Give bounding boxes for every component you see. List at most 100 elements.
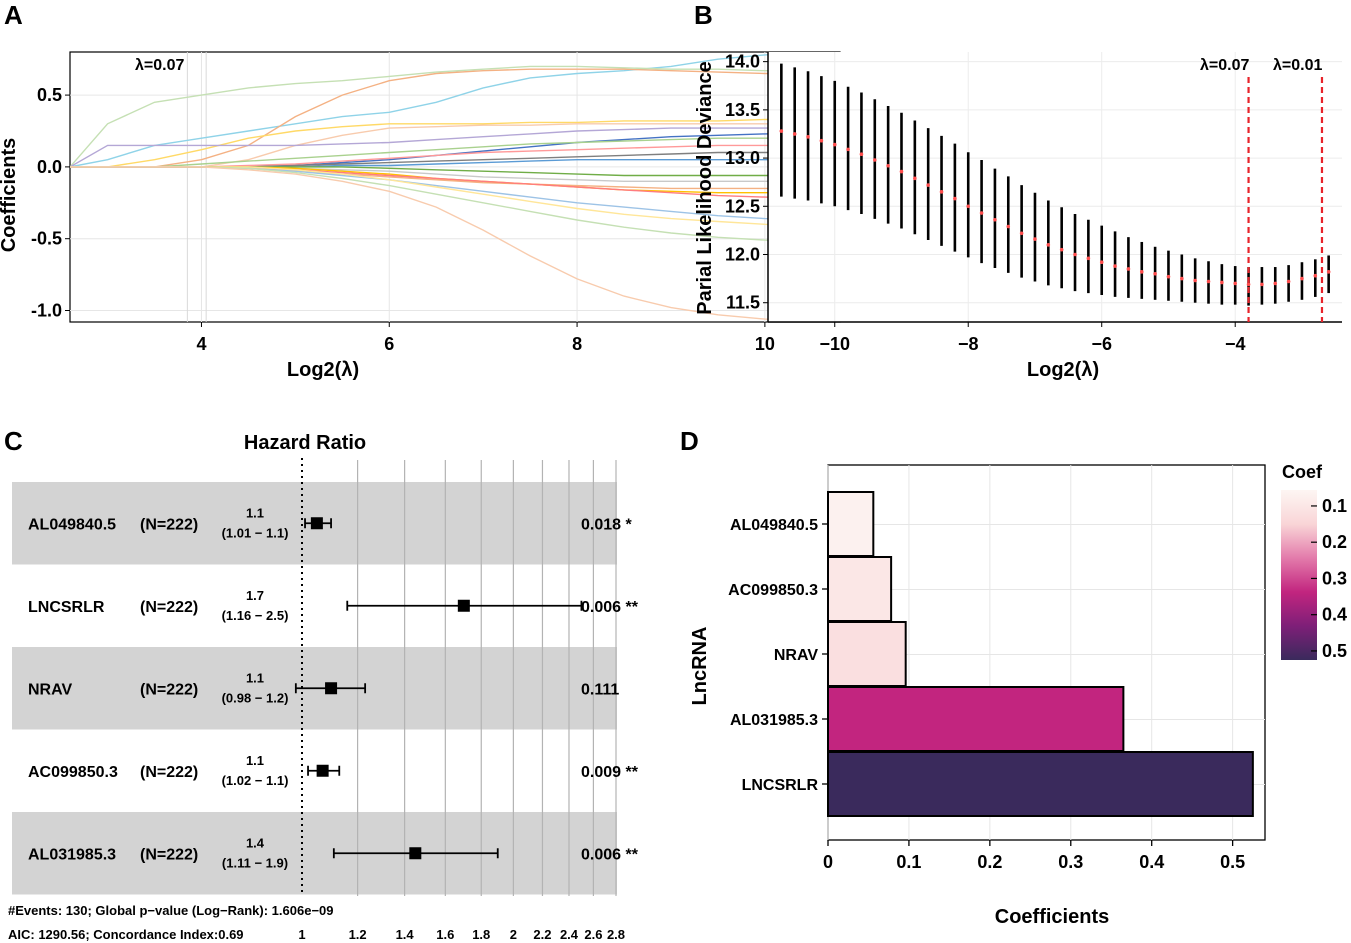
panel-b-mean-point-35	[1246, 282, 1251, 287]
panel-b-frame	[768, 52, 1342, 322]
forest-row-pvalue-3: 0.009 **	[581, 764, 639, 781]
panel-b-mean-point-4	[832, 142, 837, 147]
panel-b-y-tick-label-1: 12.0	[725, 245, 760, 265]
panel-b-mean-point-34	[1233, 281, 1238, 286]
panel-b-x-tick-label-0: −10	[819, 334, 850, 354]
panel-d-x-tick-label-1: 0.1	[896, 852, 921, 872]
forest-x-tick-label-2: 1.4	[396, 927, 415, 942]
forest-row-pvalue-4: 0.006 **	[581, 846, 639, 863]
forest-row-name-4: AL031985.3	[28, 846, 116, 863]
panel-b-mean-point-18	[1019, 231, 1024, 236]
panel-d-bar-2	[827, 621, 907, 687]
panel-a-x-ticks: 4 6 8 10	[196, 322, 775, 354]
forest-row-n-4: (N=222)	[140, 846, 198, 863]
panel-a-y-tick-label-0: -1.0	[31, 301, 62, 321]
panel-b-mean-point-3	[819, 138, 824, 143]
panel-d-category-label-0: AL049840.5	[730, 517, 818, 534]
panel-label-a: A	[4, 0, 23, 30]
forest-row-name-3: AC099850.3	[28, 764, 118, 781]
forest-x-tick-label-6: 2.2	[533, 927, 551, 942]
forest-row-ci-3: (1.02 − 1.1)	[222, 773, 289, 788]
panel-a-x-tick-label-1: 6	[384, 334, 394, 354]
panel-b-mean-point-27	[1139, 270, 1144, 274]
panel-d-category-label-2: NRAV	[774, 647, 818, 664]
panel-a-lambda-annotation: λ=0.07	[135, 57, 184, 74]
panel-b-mean-point-23	[1086, 256, 1091, 261]
legend-tick-label-2: 0.3	[1322, 568, 1347, 588]
panel-b-mean-point-21	[1059, 247, 1064, 252]
panel-b-y-label: Parial Likelihood Deviance	[694, 61, 716, 314]
panel-d-bars	[827, 491, 1254, 817]
panel-d-x-tick-label-5: 0.5	[1220, 852, 1245, 872]
panel-b-mean-point-1	[792, 132, 797, 136]
forest-grid	[357, 460, 617, 896]
panel-b-lambda-min-label: λ=0.07	[1200, 57, 1249, 74]
panel-d-bar-4	[827, 751, 1254, 817]
panel-d-bar-3	[827, 686, 1125, 752]
forest-hr-point-4	[409, 847, 422, 860]
panel-b-x-tick-label-2: −6	[1091, 334, 1112, 354]
forest-row-ci-4: (1.11 − 1.9)	[222, 855, 288, 870]
panel-b-mean-point-6	[859, 152, 864, 157]
forest-row-hr-0: 1.1	[246, 505, 264, 520]
panel-b-x-ticks: −10 −8 −6 −4	[819, 322, 1245, 354]
forest-row-n-2: (N=222)	[140, 681, 198, 698]
panel-b-mean-point-10	[913, 176, 917, 181]
forest-row-name-2: NRAV	[28, 681, 72, 698]
panel-b-y-tick-label-2: 12.5	[725, 196, 760, 216]
panel-b-mean-point-29	[1166, 274, 1171, 279]
panel-b-error-bars	[779, 63, 1331, 306]
panel-d-category-label-1: AC099850.3	[728, 582, 818, 599]
legend-ticks: 0.1 0.2 0.3 0.4 0.5	[1311, 496, 1347, 661]
panel-a-series-line-s6	[70, 127, 840, 168]
panel-b-mean-point-22	[1073, 252, 1077, 257]
panel-b-mean-point-32	[1206, 279, 1211, 284]
forest-row-pvalue-0: 0.018 *	[581, 516, 632, 533]
legend-tick-label-4: 0.5	[1322, 641, 1347, 661]
forest-row-n-0: (N=222)	[140, 516, 198, 533]
panel-b-lambda-lines	[1247, 77, 1324, 322]
forest-row-ci-1: (1.16 − 2.5)	[222, 608, 289, 623]
forest-row-band-4	[12, 812, 617, 895]
panel-a-series-line-s4	[70, 118, 840, 168]
panel-b-mean-point-41	[1326, 270, 1331, 274]
legend-tick-label-1: 0.2	[1322, 532, 1347, 552]
panel-b-mean-point-33	[1220, 280, 1224, 285]
legend-color-bar	[1281, 490, 1317, 660]
panel-b-mean-point-16	[993, 217, 997, 222]
panel-d-bar-1	[827, 556, 893, 622]
panel-a-y-tick-label-3: 0.5	[37, 85, 62, 105]
forest-hr-point-2	[325, 682, 338, 695]
forest-footnote-aic: AIC: 1290.56; Concordance Index:0.69	[8, 927, 244, 942]
legend-tick-label-0: 0.1	[1322, 496, 1347, 516]
panel-b-mean-point-40	[1313, 273, 1318, 278]
panel-b-mean-point-37	[1273, 281, 1278, 286]
panel-b-mean-point-30	[1180, 276, 1184, 281]
panel-b-x-tick-label-3: −4	[1225, 334, 1246, 354]
forest-footnote-events: #Events: 130; Global p−value (Log−Rank):…	[8, 903, 334, 918]
forest-x-tick-label-3: 1.6	[436, 927, 454, 942]
forest-row-pvalue-2: 0.111	[581, 681, 619, 698]
panel-d-bar-0	[827, 491, 875, 557]
panel-b-x-tick-label-1: −8	[958, 334, 979, 354]
deviance-cv-plot: −10 −8 −6 −4 11.5 12.0 12.5 13.0 13.5 14.0 λ=0.0…	[694, 52, 1342, 381]
forest-row-bands	[12, 482, 617, 895]
panel-a-x-tick-label-2: 8	[572, 334, 582, 354]
panel-a-x-tick-label-3: 10	[755, 334, 775, 354]
panel-d-category-label-3: AL031985.3	[730, 712, 818, 729]
forest-x-tick-label-4: 1.8	[472, 927, 490, 942]
panel-a-series-line-s3	[70, 65, 840, 168]
forest-row-hr-2: 1.1	[246, 670, 264, 685]
panel-b-mean-point-17	[1006, 224, 1011, 229]
forest-plot-title: Hazard Ratio	[244, 432, 366, 454]
panel-d-x-label: Coefficients	[995, 906, 1109, 928]
forest-row-hr-4: 1.4	[246, 835, 265, 850]
panel-b-mean-point-24	[1099, 260, 1104, 265]
panel-b-mean-point-7	[872, 158, 877, 162]
panel-d-x-tick-label-3: 0.3	[1058, 852, 1083, 872]
panel-b-y-tick-label-3: 13.0	[725, 148, 760, 168]
panel-a-y-ticks: -1.0 -0.5 0.0 0.5	[31, 85, 70, 321]
panel-b-mean-point-26	[1126, 267, 1131, 271]
panel-a-frame	[69, 51, 841, 323]
panel-b-mean-point-25	[1113, 264, 1117, 268]
